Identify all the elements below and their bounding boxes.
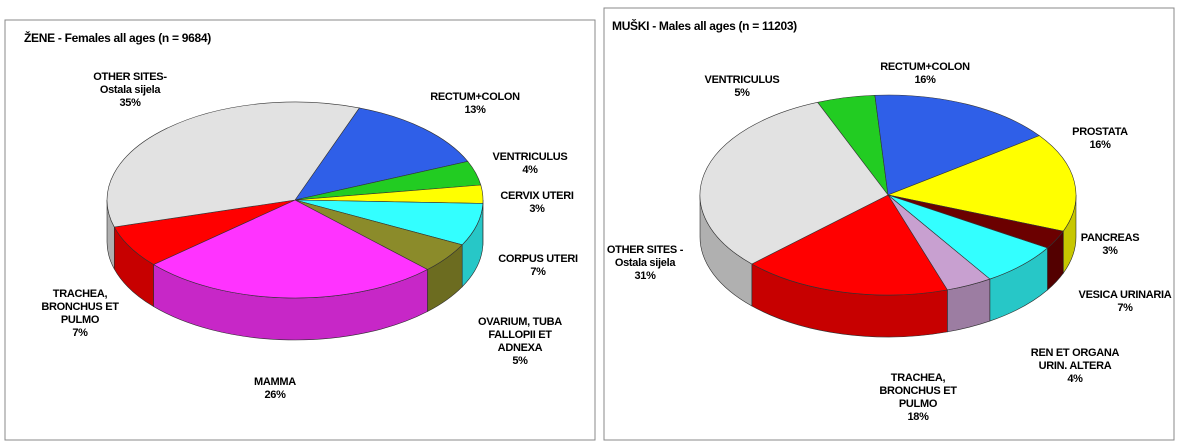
value-label: 4% bbox=[522, 164, 538, 176]
value-label: 26% bbox=[264, 389, 286, 401]
side-shade bbox=[947, 279, 990, 332]
slice bbox=[874, 94, 1040, 196]
slice-label: PROSTATA bbox=[1072, 126, 1128, 138]
value-label: 4% bbox=[1067, 373, 1083, 385]
value-label: 31% bbox=[634, 270, 656, 282]
side-shade bbox=[751, 263, 948, 337]
slice-label: RECTUM+COLON bbox=[880, 61, 970, 73]
slice-label: RECTUM+COLON bbox=[430, 91, 520, 103]
value-label: 13% bbox=[464, 104, 486, 116]
slice-label: PANCREAS bbox=[1081, 232, 1140, 244]
value-label: 5% bbox=[734, 87, 750, 99]
slice-label: BRONCHUS ET bbox=[41, 301, 119, 313]
slice-label: URIN. ALTERA bbox=[1039, 360, 1112, 372]
side-shade bbox=[700, 195, 752, 306]
slice-label: VESICA URINARIA bbox=[1079, 289, 1172, 301]
slice-label: OVARIUM, TUBA bbox=[478, 316, 562, 328]
slice-label: PULMO bbox=[899, 398, 938, 410]
slice-label: TRACHEA, bbox=[53, 288, 108, 300]
slice-label: REN ET ORGANA bbox=[1031, 347, 1120, 359]
slice bbox=[152, 199, 429, 299]
slice-label: CORPUS UTERI bbox=[498, 253, 578, 265]
side-shade bbox=[107, 200, 115, 270]
slice-label: MAMMA bbox=[254, 376, 296, 388]
value-label: 16% bbox=[1089, 139, 1111, 151]
slice-label: OTHER SITES - bbox=[607, 244, 684, 256]
slice-label: FALLOPII ET bbox=[488, 329, 552, 341]
value-label: 7% bbox=[72, 327, 88, 339]
chart-title: ŽENE - Females all ages (n = 9684) bbox=[24, 30, 211, 45]
slice bbox=[294, 107, 469, 201]
slice-label: ADNEXA bbox=[498, 342, 543, 354]
value-label: 16% bbox=[914, 74, 936, 86]
side-shade bbox=[1063, 195, 1076, 274]
slice-label: BRONCHUS ET bbox=[879, 385, 957, 397]
side-shade bbox=[114, 227, 154, 307]
slice-label: Ostala sijela bbox=[100, 84, 161, 96]
side-shade bbox=[153, 264, 428, 340]
slice-label: CERVIX UTERI bbox=[500, 190, 573, 202]
value-label: 7% bbox=[530, 266, 546, 278]
slice bbox=[106, 101, 360, 228]
chart-title: MUŠKI - Males all ages (n = 11203) bbox=[612, 18, 797, 33]
value-label: 18% bbox=[907, 411, 929, 423]
slice bbox=[699, 101, 889, 265]
value-label: 3% bbox=[529, 203, 545, 215]
slice bbox=[751, 194, 948, 296]
slice-label: VENTRICULUS bbox=[493, 151, 568, 163]
slice-label: Ostala sijela bbox=[615, 257, 676, 269]
side-shade bbox=[462, 203, 483, 287]
side-shade bbox=[989, 247, 1048, 322]
slice-label: TRACHEA, bbox=[891, 372, 946, 384]
side-shade bbox=[427, 244, 463, 312]
slice bbox=[886, 135, 1077, 232]
value-label: 3% bbox=[1102, 245, 1118, 257]
value-label: 7% bbox=[1117, 302, 1133, 314]
side-shade bbox=[1047, 231, 1064, 290]
value-label: 35% bbox=[119, 97, 141, 109]
slice-label: VENTRICULUS bbox=[705, 74, 780, 86]
value-label: 5% bbox=[512, 355, 528, 367]
slice-label: OTHER SITES- bbox=[93, 71, 167, 83]
slice-label: PULMO bbox=[61, 314, 100, 326]
